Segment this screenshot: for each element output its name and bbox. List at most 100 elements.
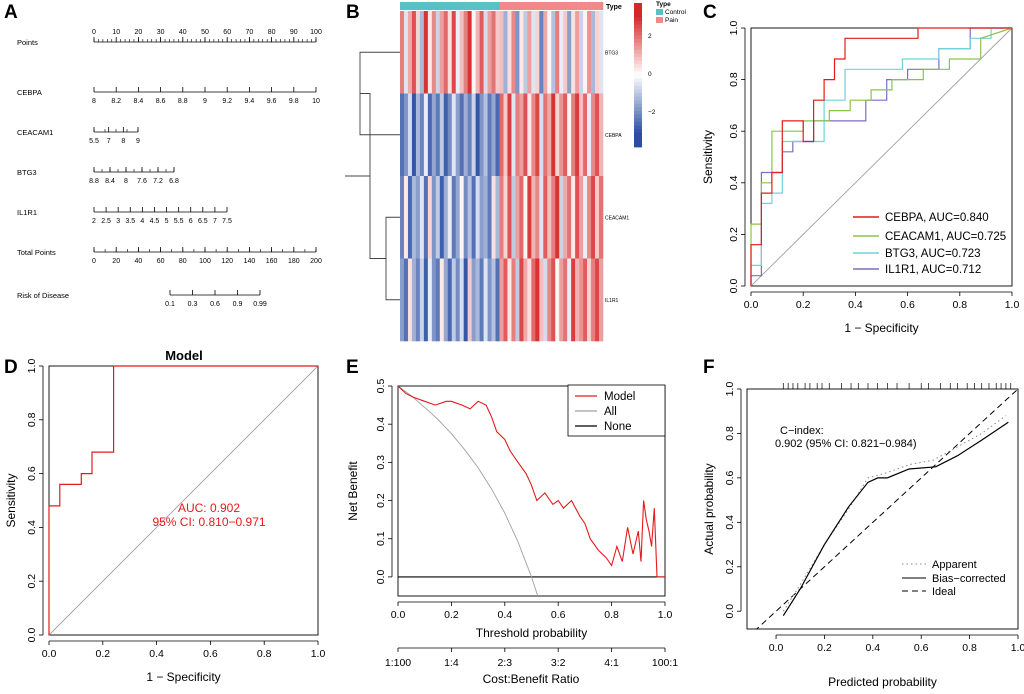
heatmap-cell [551, 258, 556, 342]
heatmap-cell [523, 176, 528, 259]
heatmap-cell [595, 11, 600, 94]
nomogram-row-label: Total Points [17, 248, 56, 257]
heatmap-panel: TypeBTG3CEBPACEACAM1IL1R120−2TypeControl… [345, 1, 687, 342]
series-group [755, 389, 1018, 629]
x-tick-label: 0.0 [42, 648, 57, 660]
color-scale-segment [634, 42, 642, 47]
type-annotation-cell [535, 2, 540, 10]
heatmap-cell [459, 11, 464, 94]
color-scale-segment [634, 121, 642, 126]
type-annotation-cell [575, 2, 580, 10]
heatmap-cell [559, 176, 564, 259]
type-annotation-cell [443, 2, 449, 10]
color-scale-segment [634, 89, 642, 94]
heatmap-cell [547, 258, 552, 342]
heatmap-cell [459, 93, 464, 177]
heatmap-cell [499, 176, 504, 259]
heatmap-cell [431, 176, 437, 259]
heatmap-cell [559, 258, 564, 342]
type-annotation-cell [555, 2, 560, 10]
nomogram-tick-label: 8.2 [111, 98, 121, 105]
heatmap-cell [591, 258, 596, 342]
type-annotation-cell [451, 2, 457, 10]
heatmap-cell [471, 258, 476, 342]
x-tick-label: 0.2 [796, 299, 811, 311]
heatmap-cell [563, 93, 568, 177]
heatmap-cell [435, 258, 441, 342]
legend-label: Ideal [932, 586, 956, 598]
color-scale-segment [634, 21, 642, 25]
heatmap-cell [583, 93, 588, 177]
heatmap-cell [471, 176, 476, 259]
type-annotation-cell [523, 2, 528, 10]
heatmap-cell [443, 258, 449, 342]
color-scale-segment [634, 49, 642, 54]
nomogram-tick-label: 60 [223, 29, 231, 36]
nomogram-row-label: IL1R1 [17, 208, 37, 217]
heatmap-cell [419, 11, 425, 94]
heatmap-cell [583, 11, 588, 94]
heatmap-cell [567, 93, 572, 177]
y-tick-label: 0.5 [375, 379, 387, 394]
type-annotation-cell [543, 2, 548, 10]
color-scale-segment [634, 60, 642, 65]
heatmap-cell [475, 93, 480, 177]
nomogram-tick-label: 8 [121, 138, 125, 145]
heatmap-cell [555, 93, 560, 177]
nomogram-row-label: BTG3 [17, 168, 37, 177]
color-scale-segment [634, 103, 642, 108]
heatmap-cell [403, 93, 409, 177]
heatmap-cell [539, 93, 544, 177]
heatmap-cell [447, 11, 453, 94]
nomogram-tick-label: 8 [124, 178, 128, 185]
heatmap-cell [483, 11, 488, 94]
nomogram-tick-label: 7 [107, 138, 111, 145]
nomogram-tick-label: 5 [165, 218, 169, 225]
color-scale-segment [634, 46, 642, 51]
secondary-axis-label: Cost:Benefit Ratio [483, 672, 580, 686]
heatmap-cell [455, 11, 461, 94]
heatmap-cell [503, 176, 508, 259]
heatmap-cell [495, 258, 500, 342]
ci-annotation: 95% CI: 0.810−0.971 [152, 515, 265, 529]
heatmap-cell [463, 176, 468, 259]
y-tick-label: 0.2 [26, 574, 38, 589]
type-annotation-cell [599, 2, 604, 10]
heatmap-cell [571, 11, 576, 94]
heatmap-cell [411, 11, 417, 94]
heatmap-cell [515, 258, 520, 342]
nomogram-tick-label: 100 [310, 29, 322, 36]
type-annotation-cell [467, 2, 472, 10]
heatmap-cell [595, 176, 600, 259]
color-scale-segment [634, 10, 642, 15]
heatmap-cell [587, 93, 592, 177]
nomogram-tick-label: 9.6 [267, 98, 277, 105]
nomogram-tick-label: 8.4 [105, 178, 115, 185]
nomogram-tick-label: 7 [213, 218, 217, 225]
nomogram-tick-label: 3.5 [125, 218, 135, 225]
heatmap-cell [587, 176, 592, 259]
heatmap-cell [543, 93, 548, 177]
panel-label-b: B [346, 2, 360, 23]
nomogram-tick-label: 100 [199, 258, 211, 265]
color-scale-segment [634, 3, 642, 7]
heatmap-cell [400, 11, 405, 94]
nomogram-tick-label: 4.5 [150, 218, 160, 225]
nomogram-tick-label: 80 [179, 258, 187, 265]
heatmap-cell [403, 176, 409, 259]
heatmap-cell [487, 93, 492, 177]
heatmap-cell [427, 11, 433, 94]
color-scale-segment [634, 96, 642, 101]
x-tick-label: 0.0 [769, 642, 784, 654]
heatmap-cell [407, 176, 413, 259]
nomogram-tick-label: 90 [290, 29, 298, 36]
heatmap-cell [451, 93, 457, 177]
x-tick-label: 1.0 [1005, 299, 1020, 311]
heatmap-cell [543, 258, 548, 342]
heatmap-cell [579, 176, 584, 259]
heatmap-cell [599, 11, 604, 94]
type-annotation-cell [563, 2, 568, 10]
heatmap-cell [507, 258, 512, 342]
heatmap-cell [503, 93, 508, 177]
color-scale-segment [634, 17, 642, 22]
